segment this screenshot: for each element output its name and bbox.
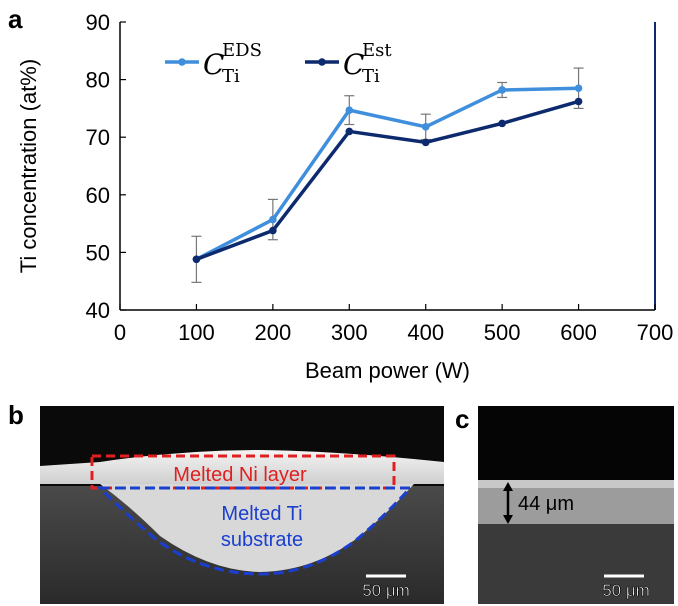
- melt-pool-region: [100, 484, 414, 572]
- x-tick-label: 200: [254, 320, 291, 345]
- panel-label-b: b: [8, 400, 24, 430]
- y-axis-title: Ti concentration (at%): [16, 59, 41, 273]
- thickness-arrow-head-bottom: [503, 515, 513, 524]
- data-point: [269, 226, 277, 235]
- legend-label-sub: Ti: [362, 66, 380, 87]
- series-line: [195, 99, 580, 261]
- thickness-label: 44 μm: [518, 493, 574, 515]
- series-line: [195, 86, 579, 261]
- y-tick-label: 70: [86, 125, 110, 150]
- data-point: [574, 97, 583, 106]
- data-point: [498, 119, 506, 128]
- x-tick-label: 0: [114, 320, 126, 345]
- legend-marker: [178, 58, 186, 66]
- series-est: [192, 97, 583, 264]
- micrograph-b: Melted Ni layer Melted Ti substrate 50 μ…: [40, 406, 444, 604]
- substrate-c: [478, 524, 674, 604]
- series-eds: [191, 67, 584, 283]
- legend-label-main: C: [203, 48, 224, 81]
- ni-layer-region: [40, 450, 444, 484]
- data-point: [421, 138, 430, 147]
- scale-label-b: 50 μm: [362, 581, 410, 600]
- legend-label-main: C: [343, 48, 364, 81]
- data-point: [192, 255, 201, 264]
- thickness-arrow-head-top: [503, 482, 513, 491]
- data-point: [345, 127, 354, 136]
- micrograph-c-image: 44 μm 50 μm: [478, 406, 674, 604]
- data-point: [269, 215, 277, 224]
- micrograph-b-image: Melted Ni layer Melted Ti substrate 50 μ…: [40, 406, 444, 604]
- x-tick-label: 700: [637, 320, 674, 345]
- y-tick-label: 60: [86, 183, 110, 208]
- x-tick-label: 300: [331, 320, 368, 345]
- panel-label-c: c: [455, 404, 470, 434]
- data-point: [345, 106, 354, 114]
- y-tick-label: 80: [86, 68, 110, 93]
- y-tick-label: 90: [86, 10, 110, 35]
- ni-layer-top-c: [478, 480, 674, 488]
- chart-axes: [119, 22, 656, 311]
- vacuum-region-c: [478, 406, 674, 480]
- line-chart: 0 100 200 300 400 500 600 700 40 50 60 70 80 90 Beam…: [16, 10, 674, 383]
- x-axis-title: Beam power (W): [305, 358, 470, 383]
- melted-ni-label: Melted Ni layer: [173, 464, 307, 486]
- melted-ti-label-line1: Melted Ti: [221, 503, 302, 525]
- scale-label-c: 50 μm: [602, 581, 650, 600]
- data-point: [421, 123, 430, 131]
- x-tick-label: 600: [560, 320, 597, 345]
- x-tick-label: 500: [484, 320, 521, 345]
- legend-label-sub: Ti: [222, 66, 240, 87]
- data-point: [498, 86, 506, 94]
- melted-ti-label-line2: substrate: [221, 529, 303, 551]
- ti-substrate-outline: [96, 486, 414, 576]
- x-tick-label: 400: [407, 320, 444, 345]
- y-tick-label: 50: [86, 240, 110, 265]
- panel-label-a: a: [8, 4, 23, 34]
- legend-label-sup: EDS: [222, 40, 262, 61]
- legend-marker: [318, 58, 326, 66]
- data-point: [574, 84, 583, 93]
- vacuum-region: [40, 406, 444, 458]
- legend-label-sup: Est: [362, 40, 392, 61]
- x-tick-label: 100: [178, 320, 215, 345]
- micrograph-c: 44 μm 50 μm: [478, 406, 674, 604]
- y-tick-label: 40: [86, 298, 110, 323]
